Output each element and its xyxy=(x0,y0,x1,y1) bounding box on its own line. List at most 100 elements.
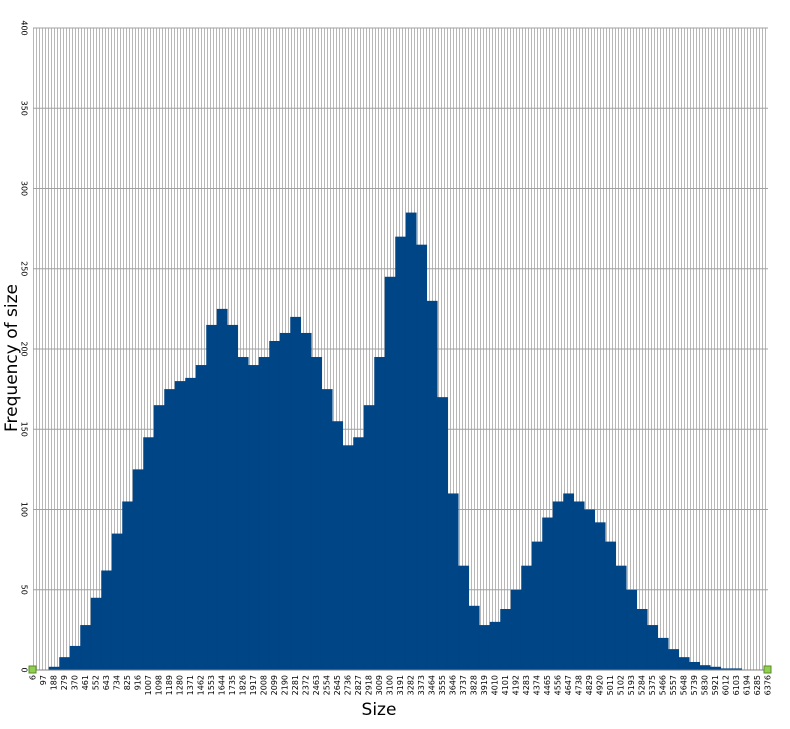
x-tick-label: 1280 xyxy=(176,675,185,695)
x-tick-label: 3737 xyxy=(459,675,468,695)
x-tick-label: 5557 xyxy=(669,675,678,695)
bar xyxy=(426,300,438,670)
bar xyxy=(573,501,585,670)
bar xyxy=(374,357,386,670)
bar xyxy=(185,377,197,670)
bar xyxy=(668,649,680,670)
bar xyxy=(720,668,732,670)
bar xyxy=(542,517,554,670)
x-tick-label: 2918 xyxy=(365,675,374,695)
bar xyxy=(153,405,165,670)
x-tick-label: 1098 xyxy=(155,675,164,695)
bar xyxy=(563,493,575,670)
x-tick-label: 3009 xyxy=(375,675,384,695)
x-tick-label: 6285 xyxy=(753,675,762,695)
x-tick-label: 2008 xyxy=(260,675,269,695)
x-tick-label: 1007 xyxy=(144,675,153,695)
x-tick-label: 1826 xyxy=(239,675,248,695)
x-tick-label: 4010 xyxy=(491,675,500,695)
x-tick-label: 6376 xyxy=(764,675,773,695)
bar xyxy=(458,565,470,670)
y-tick-label: 50 xyxy=(20,585,29,595)
x-tick-label: 461 xyxy=(81,675,90,690)
y-tick-label: 200 xyxy=(20,341,29,356)
x-tick-label: 2281 xyxy=(291,675,300,695)
bar xyxy=(468,605,480,670)
bar xyxy=(216,308,228,670)
x-tick-label: 3282 xyxy=(407,675,416,695)
x-tick-label: 2099 xyxy=(270,675,279,695)
bar xyxy=(647,625,659,670)
bar xyxy=(437,397,449,670)
bar xyxy=(69,645,81,670)
bar xyxy=(342,445,354,670)
y-tick-label: 350 xyxy=(20,101,29,116)
bar xyxy=(248,365,260,670)
x-tick-label: 2554 xyxy=(323,675,332,695)
x-tick-label: 5102 xyxy=(617,675,626,695)
x-tick-label: 4738 xyxy=(575,675,584,695)
x-tick-label: 3828 xyxy=(470,675,479,695)
bar xyxy=(405,212,417,670)
x-tick-label: 4374 xyxy=(533,675,542,695)
bar xyxy=(594,522,606,670)
x-tick-label: 6103 xyxy=(732,675,741,695)
bar xyxy=(699,665,711,670)
bar xyxy=(500,609,512,670)
x-tick-label: 1644 xyxy=(218,675,227,695)
x-tick-label: 4647 xyxy=(564,675,573,695)
x-tick-label: 2736 xyxy=(344,675,353,695)
x-tick-label: 3373 xyxy=(417,675,426,695)
x-tick-label: 5921 xyxy=(711,675,720,695)
bar xyxy=(678,657,690,670)
x-tick-label: 552 xyxy=(92,675,101,690)
bar xyxy=(227,324,239,670)
bar xyxy=(132,469,144,670)
x-tick-label: 643 xyxy=(102,675,111,690)
bar xyxy=(195,365,207,670)
handle xyxy=(28,665,37,674)
bar xyxy=(237,357,249,670)
bar xyxy=(510,589,522,670)
bar xyxy=(626,589,638,670)
bar xyxy=(80,625,92,670)
bar xyxy=(174,381,186,670)
y-tick-label: 250 xyxy=(20,261,29,276)
bar xyxy=(615,565,627,670)
x-tick-label: 6194 xyxy=(743,675,752,695)
x-tick-label: 2190 xyxy=(281,675,290,695)
y-tick-label: 400 xyxy=(20,20,29,35)
bar xyxy=(311,357,323,670)
x-tick-label: 3464 xyxy=(428,675,437,695)
y-tick-label: 0 xyxy=(20,667,29,672)
bar xyxy=(710,666,722,670)
bar xyxy=(300,332,312,670)
x-tick-label: 2645 xyxy=(333,675,342,695)
bar xyxy=(479,625,491,670)
bar xyxy=(636,609,648,670)
bar xyxy=(531,541,543,670)
bar xyxy=(101,570,113,670)
bar xyxy=(90,597,102,670)
x-tick-label: 734 xyxy=(113,675,122,690)
bar xyxy=(657,637,669,670)
x-tick-label: 5739 xyxy=(690,675,699,695)
bar xyxy=(143,437,155,670)
bar xyxy=(447,493,459,670)
bar xyxy=(59,657,71,670)
bar xyxy=(332,421,344,670)
y-axis-title: Frequency of size xyxy=(2,284,22,432)
bar xyxy=(584,509,596,670)
x-tick-label: 3100 xyxy=(386,675,395,695)
x-tick-label: 5830 xyxy=(701,675,710,695)
bar xyxy=(416,244,428,671)
y-tick-label: 300 xyxy=(20,181,29,196)
x-tick-label: 3555 xyxy=(438,675,447,695)
bar xyxy=(731,668,743,670)
bar xyxy=(552,501,564,670)
x-tick-label: 5284 xyxy=(638,675,647,695)
bar xyxy=(206,324,218,670)
bar xyxy=(395,236,407,670)
bar xyxy=(353,437,365,670)
